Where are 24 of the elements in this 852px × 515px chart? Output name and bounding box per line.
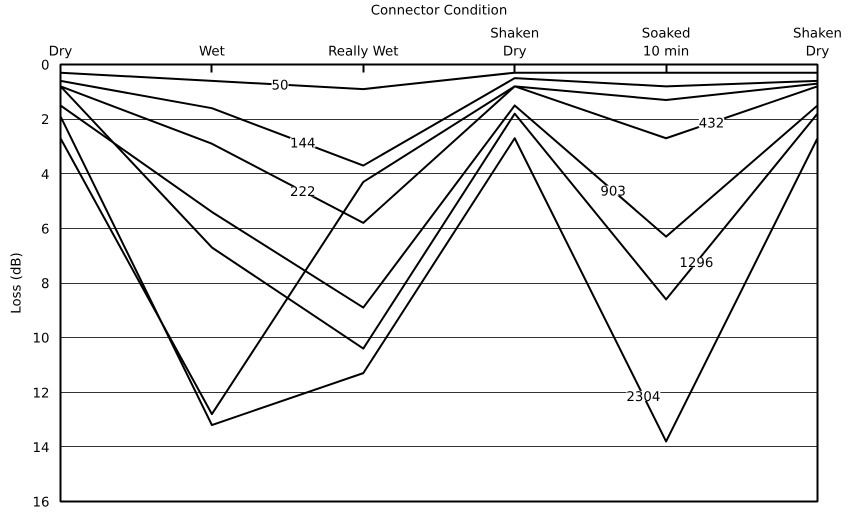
y-tick-label: 6 — [41, 222, 50, 238]
series-label: 222 — [290, 185, 316, 200]
y-tick-label: 12 — [32, 386, 50, 402]
series-label: 2304 — [626, 390, 660, 405]
x-tick-label: Shaken Dry — [490, 26, 540, 60]
x-tick-label: Really Wet — [328, 44, 398, 60]
y-tick-label: 2 — [41, 113, 50, 128]
series-label: 903 — [600, 184, 626, 200]
y-tick-label: 16 — [32, 496, 50, 510]
y-tick-label: 0 — [41, 58, 50, 74]
y-tick-label: 8 — [41, 277, 50, 292]
y-tick-label: 4 — [41, 168, 50, 183]
x-tick-label: Wet — [198, 44, 225, 60]
x-tick-label: Soaked 10 min — [642, 26, 690, 60]
x-axis-title: Connector Condition — [370, 4, 508, 18]
series-label: 1296 — [679, 256, 714, 272]
series-label: 144 — [290, 136, 316, 152]
y-axis-title: Loss (dB) — [10, 252, 25, 314]
x-tick-label: Dry — [48, 44, 72, 60]
x-tick-label: Shaken Dry — [793, 26, 842, 60]
series-label: 432 — [698, 116, 724, 132]
series-label: 50 — [272, 78, 289, 94]
y-tick-label: 10 — [32, 332, 50, 347]
y-tick-label: 14 — [32, 440, 50, 456]
